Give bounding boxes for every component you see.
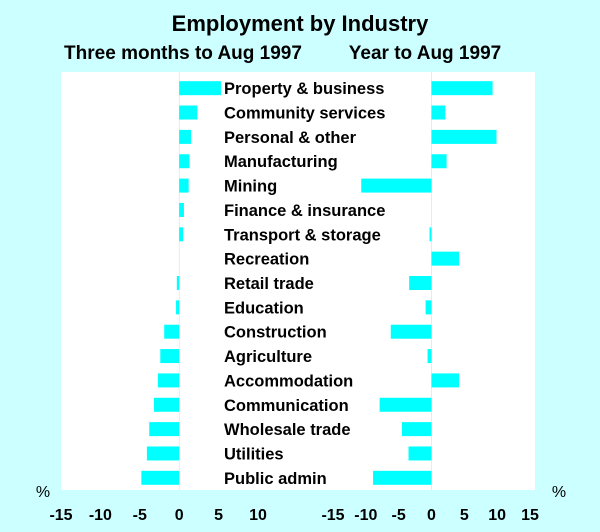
bar-finance-insurance [179,202,184,217]
category-label: Retail trade [224,275,314,293]
category-label: Recreation [224,251,309,269]
tick-labels-layer: -15 -10 -5 0 5 10 -15 -10 -5 0 5 10 15 [49,507,539,524]
tick-label: -15 [49,507,72,524]
right-axis-unit: % [552,484,566,501]
category-label: Utilities [224,445,284,463]
tick-label: -15 [321,507,344,524]
bar-mining [179,178,189,193]
tick-label: 5 [214,507,223,524]
right-panel-subtitle: Year to Aug 1997 [349,43,501,64]
bar-accommodation [157,373,180,388]
bar-manufacturing [431,154,447,169]
category-label: Personal & other [224,129,357,147]
tick-label: -10 [354,507,377,524]
category-label: Manufacturing [224,153,338,171]
bar-accommodation [431,373,460,388]
bar-recreation [431,251,460,266]
bar-retail-trade [409,276,432,290]
category-label: Accommodation [224,372,353,390]
bar-wholesale-trade [401,422,432,437]
left-panel-subtitle: Three months to Aug 1997 [64,43,302,64]
tick-label: 10 [488,507,506,524]
tick-label: 10 [249,507,267,524]
bar-communication [153,397,180,412]
bar-property-business [179,81,221,96]
category-label: Education [224,299,304,317]
bar-agriculture [160,349,180,364]
category-label: Public admin [224,470,327,488]
bar-manufacturing [179,154,190,169]
chart-title: Employment by Industry [172,11,429,36]
bar-community-services [179,105,198,120]
bar-agriculture [427,349,432,364]
bar-mining [361,178,432,193]
category-label: Mining [224,178,277,196]
bar-utilities [408,446,432,461]
bar-public-admin [373,470,432,485]
category-label: Wholesale trade [224,421,351,439]
bar-transport-storage [429,227,432,242]
category-label: Property & business [224,80,384,98]
category-label: Agriculture [224,348,312,366]
tick-label: 15 [521,507,539,524]
bar-retail-trade [176,276,180,290]
category-label: Community services [224,105,385,123]
category-label: Finance & insurance [224,202,385,220]
tick-label: -5 [392,507,406,524]
bar-utilities [146,446,180,461]
bar-transport-storage [179,227,184,242]
tick-label: 0 [427,507,436,524]
bar-construction [390,324,432,339]
bar-public-admin [141,470,180,485]
tick-label: 5 [460,507,469,524]
bar-construction [164,324,180,339]
bar-education [176,300,180,315]
category-label: Communication [224,397,349,415]
bar-education [425,300,432,315]
tick-label: -5 [133,507,147,524]
bar-community-services [431,105,446,120]
category-label: Transport & storage [224,226,381,244]
bars-layer [141,81,497,485]
category-labels-layer: Property & business Community services Per… [224,80,385,488]
category-label: Construction [224,324,327,342]
bar-communication [379,397,432,412]
tick-label: -10 [89,507,112,524]
bar-wholesale-trade [149,422,180,437]
tick-label: 0 [175,507,184,524]
bar-personal-other [431,129,497,144]
left-axis-unit: % [36,484,50,501]
bar-personal-other [179,129,192,144]
bar-property-business [431,81,493,96]
